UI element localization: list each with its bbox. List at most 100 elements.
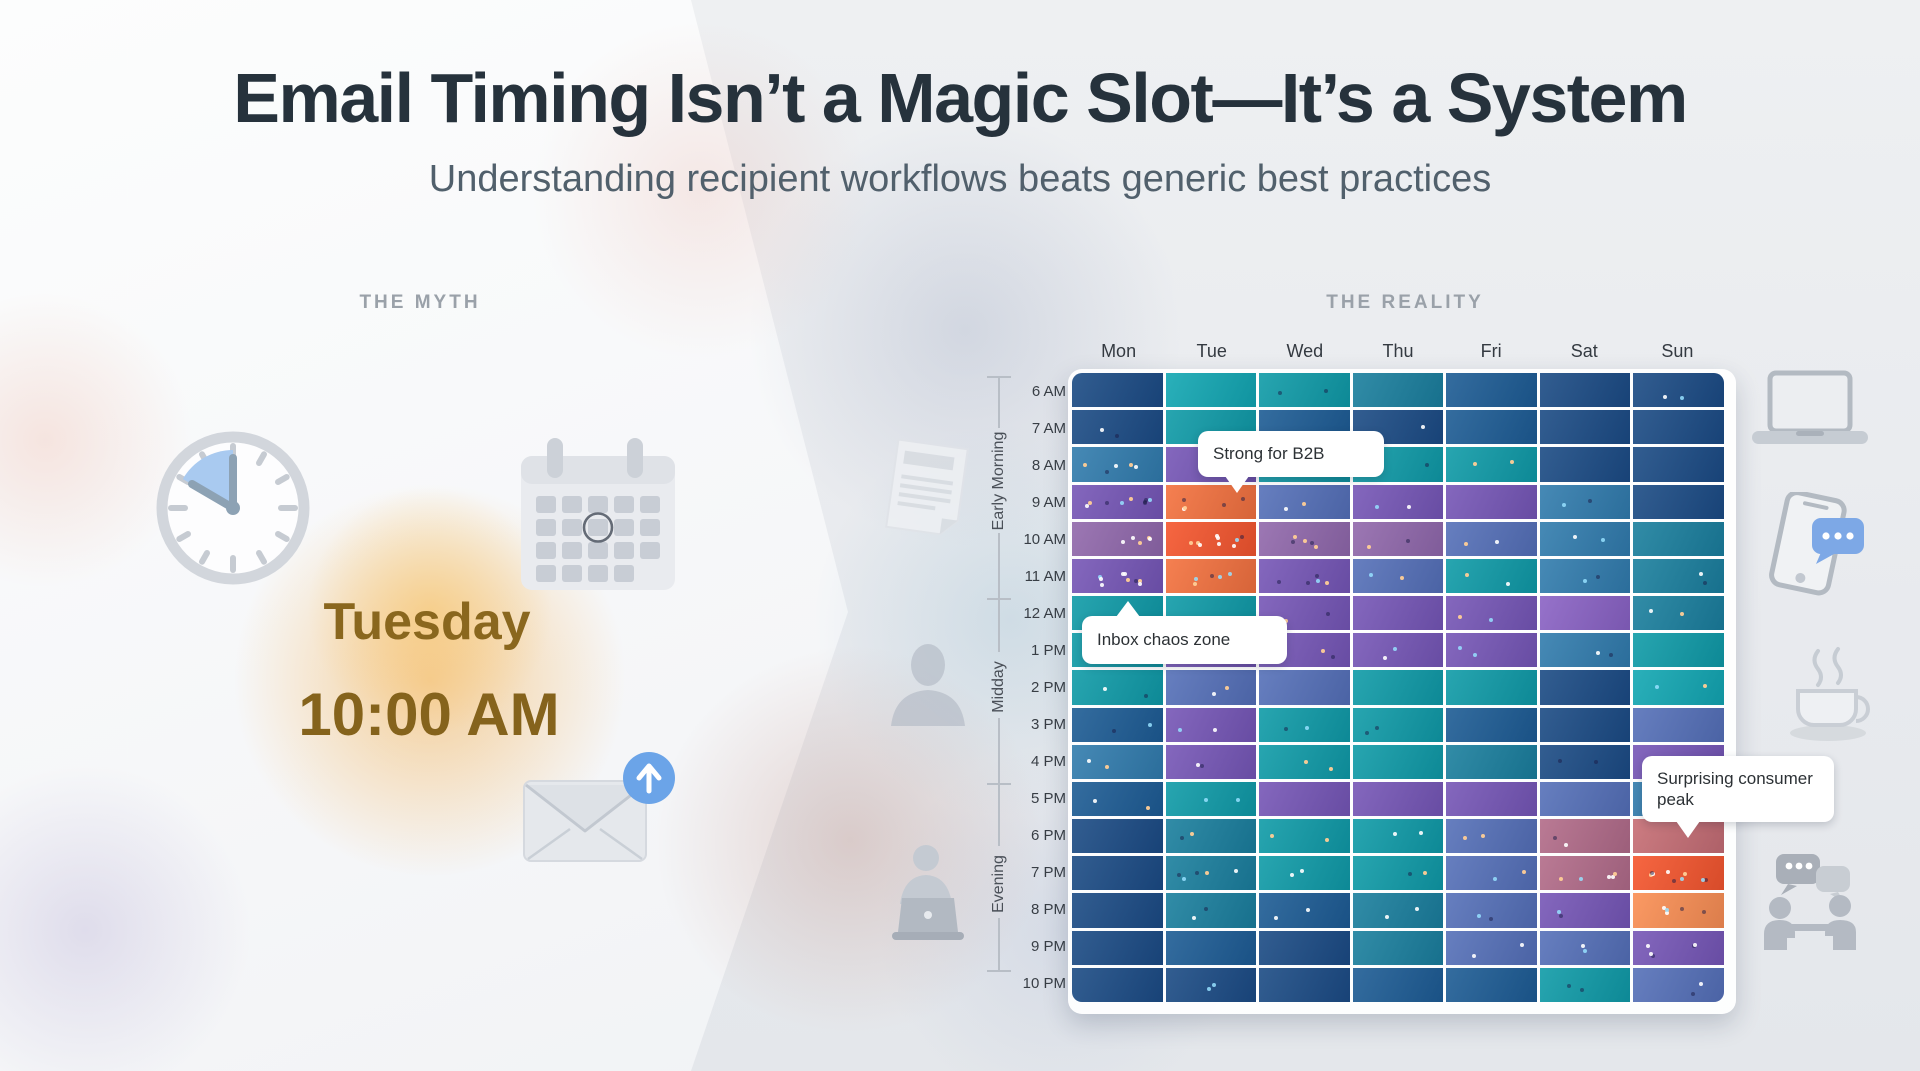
clock-icon — [156, 431, 310, 585]
heatmap-cell — [1259, 744, 1350, 779]
heatmap-cell — [1633, 707, 1724, 742]
heatmap-cell — [1633, 521, 1724, 556]
heatmap-cell — [1446, 596, 1537, 631]
heatmap-cell — [1633, 670, 1724, 705]
callout-strong-b2b: Strong for B2B — [1198, 431, 1384, 493]
hour-label: 2 PM — [1030, 679, 1066, 696]
heatmap-cell — [1539, 930, 1631, 965]
heatmap-cell — [1072, 967, 1163, 1002]
heatmap-cell — [1352, 893, 1444, 928]
heatmap-cell — [1633, 447, 1724, 482]
heatmap-cell — [1072, 670, 1163, 705]
myth-section-label: THE MYTH — [359, 292, 481, 313]
calendar-icon — [521, 438, 675, 590]
heatmap-cell — [1072, 447, 1163, 482]
heatmap-cell — [1165, 819, 1257, 854]
heatmap-cell — [1259, 596, 1350, 631]
heatmap-cell — [1633, 373, 1724, 408]
heatmap-cell — [1165, 558, 1257, 594]
coffee-icon — [1790, 647, 1870, 741]
heatmap-cell — [1446, 930, 1537, 965]
myth-day-text: Tuesday — [323, 593, 531, 651]
heatmap-cell — [1352, 967, 1444, 1002]
day-axis-labels: Mon Tue Wed Thu Fri Sat Sun — [1072, 341, 1724, 367]
heatmap-cell — [1352, 856, 1444, 891]
heatmap-cell — [1633, 930, 1724, 965]
heatmap-cell — [1352, 373, 1444, 408]
heatmap-cell — [1633, 484, 1724, 519]
heatmap-cell — [1352, 707, 1444, 742]
heatmap-cell — [1446, 707, 1537, 742]
callout-inbox-chaos: Inbox chaos zone — [1082, 601, 1287, 664]
heatmap-cell — [1352, 484, 1444, 519]
heatmap-cell — [1072, 707, 1163, 742]
heatmap-cell — [1633, 967, 1724, 1002]
heatmap-cell — [1633, 410, 1724, 445]
heatmap-cell — [1446, 373, 1537, 408]
heatmap-cell — [1072, 930, 1163, 965]
heatmap-cell — [1165, 856, 1257, 891]
heatmap-cell — [1072, 521, 1163, 556]
heatmap-cell — [1259, 819, 1350, 854]
hour-label: 7 PM — [1030, 864, 1066, 881]
day-label: Sat — [1570, 341, 1598, 361]
hour-label: 8 PM — [1030, 901, 1066, 918]
heatmap-cell — [1539, 967, 1631, 1002]
callout-consumer-peak: Surprising consumer peak — [1642, 756, 1834, 838]
heatmap-cell — [1165, 670, 1257, 705]
heatmap-cell — [1446, 967, 1537, 1002]
page-title: Email Timing Isn’t a Magic Slot—It’s a S… — [233, 59, 1688, 137]
heatmap-cell — [1539, 819, 1631, 854]
document-icon — [885, 438, 969, 536]
heatmap-cell — [1352, 558, 1444, 594]
heatmap-cell — [1633, 856, 1724, 891]
heatmap-cell — [1259, 521, 1350, 556]
heatmap-cell — [1539, 633, 1631, 668]
laptop-icon — [1752, 370, 1868, 444]
heatmap-cell — [1072, 373, 1163, 408]
heatmap-cell — [1446, 558, 1537, 594]
heatmap-cell — [1259, 856, 1350, 891]
heatmap-cell — [1633, 596, 1724, 631]
heatmap-cell — [1259, 967, 1350, 1002]
heatmap-cell — [1352, 670, 1444, 705]
heatmap-cell — [1352, 819, 1444, 854]
heatmap-cell — [1165, 930, 1257, 965]
heatmap-cell — [1539, 410, 1631, 445]
heatmap-cell — [1539, 558, 1631, 594]
heatmap-cell — [1259, 373, 1350, 408]
heatmap-cell — [1352, 744, 1444, 779]
heatmap-cell — [1446, 744, 1537, 779]
callout-tail — [1225, 476, 1249, 493]
heatmap-cell — [1633, 633, 1724, 668]
send-arrow-icon — [623, 752, 675, 804]
heatmap-cell — [1352, 410, 1444, 445]
heatmap-cell — [1539, 856, 1631, 891]
heatmap-cell — [1165, 521, 1257, 556]
heatmap-cell — [1165, 744, 1257, 779]
callout-inbox-chaos-text: Inbox chaos zone — [1097, 630, 1231, 650]
heatmap-cell — [1259, 930, 1350, 965]
hour-label: 9 AM — [1031, 494, 1066, 511]
hour-label: 4 PM — [1030, 753, 1066, 770]
heatmap-cell — [1165, 781, 1257, 817]
hour-label: 6 AM — [1031, 383, 1066, 400]
hour-label: 7 AM — [1031, 420, 1066, 437]
heatmap-cell — [1352, 596, 1444, 631]
heatmap-cell — [1539, 781, 1631, 817]
heatmap-cell — [1352, 781, 1444, 817]
heatmap-cell — [1352, 930, 1444, 965]
hour-label: 6 PM — [1030, 827, 1066, 844]
day-label: Tue — [1196, 341, 1227, 361]
heatmap-cell — [1539, 447, 1631, 482]
reality-section-label: THE REALITY — [1326, 292, 1484, 313]
heatmap-cell — [1072, 558, 1163, 594]
heatmap-cell — [1446, 410, 1537, 445]
hour-label: 10 AM — [1023, 531, 1066, 548]
callout-tail — [1116, 601, 1140, 617]
heatmap-cell — [1352, 633, 1444, 668]
hour-label: 1 PM — [1030, 642, 1066, 659]
hour-label: 5 PM — [1030, 790, 1066, 807]
heatmap-cell — [1446, 893, 1537, 928]
